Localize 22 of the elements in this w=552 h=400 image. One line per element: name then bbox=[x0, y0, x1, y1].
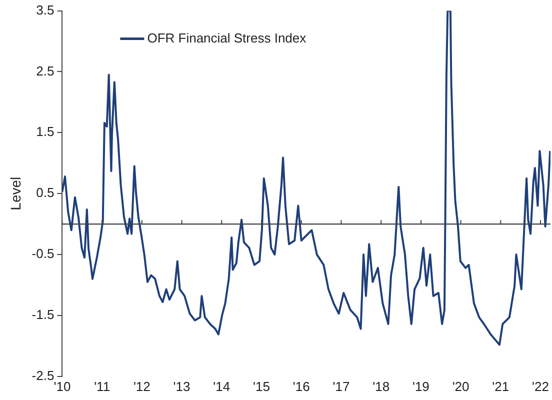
y-tick-label: 1.5 bbox=[36, 124, 54, 140]
y-tick-label: -2.5 bbox=[32, 368, 54, 383]
x-tick-label: '16 bbox=[292, 378, 310, 394]
x-tick-label: '14 bbox=[213, 378, 230, 394]
y-axis-title: Level bbox=[7, 176, 24, 210]
y-tick-label: -1.5 bbox=[32, 307, 54, 322]
y-tick-label: 0.5 bbox=[36, 185, 54, 200]
y-tick-label: 3.5 bbox=[36, 2, 54, 18]
x-tick-label: '13 bbox=[173, 378, 190, 394]
y-tick-label: -0.5 bbox=[32, 246, 54, 262]
x-tick-label: '17 bbox=[332, 378, 350, 394]
x-tick-label: '21 bbox=[492, 378, 510, 394]
y-tick-label: 2.5 bbox=[36, 63, 54, 78]
x-tick-label: '10 bbox=[54, 378, 71, 394]
legend-label: OFR Financial Stress Index bbox=[147, 30, 307, 46]
x-tick-label: '11 bbox=[94, 378, 110, 394]
x-tick-label: '18 bbox=[372, 378, 390, 394]
x-tick-label: '12 bbox=[133, 378, 150, 394]
x-tick-label: '15 bbox=[253, 378, 270, 394]
x-tick-label: '22 bbox=[532, 378, 549, 394]
x-tick-label: '19 bbox=[412, 378, 430, 394]
x-tick-label: '20 bbox=[452, 378, 470, 394]
